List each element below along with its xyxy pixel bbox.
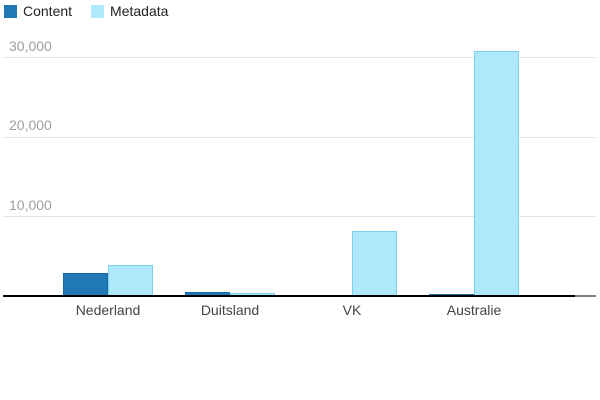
y-axis-tick-label-30-000: 30,000 <box>9 37 52 54</box>
y-axis-tick-label-20-000: 20,000 <box>9 117 52 133</box>
bar-content-nederland[interactable] <box>63 273 108 296</box>
bar-metadata-australie[interactable] <box>474 51 519 296</box>
legend-label-content: Content <box>23 3 73 19</box>
gridline-20-000 <box>3 136 596 138</box>
legend-label-metadata: Metadata <box>110 3 169 19</box>
bar-metadata-nederland[interactable] <box>108 265 153 296</box>
chart-legend: Content Metadata <box>4 4 168 18</box>
legend-swatch-metadata <box>91 4 105 18</box>
x-axis-baseline-extension <box>575 295 596 297</box>
x-axis-category-label-duitsland: Duitsland <box>200 302 260 318</box>
bar-metadata-vk[interactable] <box>352 231 397 296</box>
y-axis-tick-label-10-000: 10,000 <box>9 196 52 213</box>
x-axis-baseline <box>3 295 575 297</box>
x-axis-category-label-nederland: Nederland <box>75 302 141 318</box>
gridline-30-000 <box>3 57 596 58</box>
x-axis-category-label-australie: Australie <box>446 302 502 318</box>
x-axis-category-label-vk: VK <box>342 302 362 318</box>
legend-item-metadata[interactable]: Metadata <box>91 4 168 18</box>
gridline-10-000 <box>3 216 596 217</box>
legend-item-content[interactable]: Content <box>4 4 72 18</box>
legend-swatch-content <box>4 4 17 18</box>
